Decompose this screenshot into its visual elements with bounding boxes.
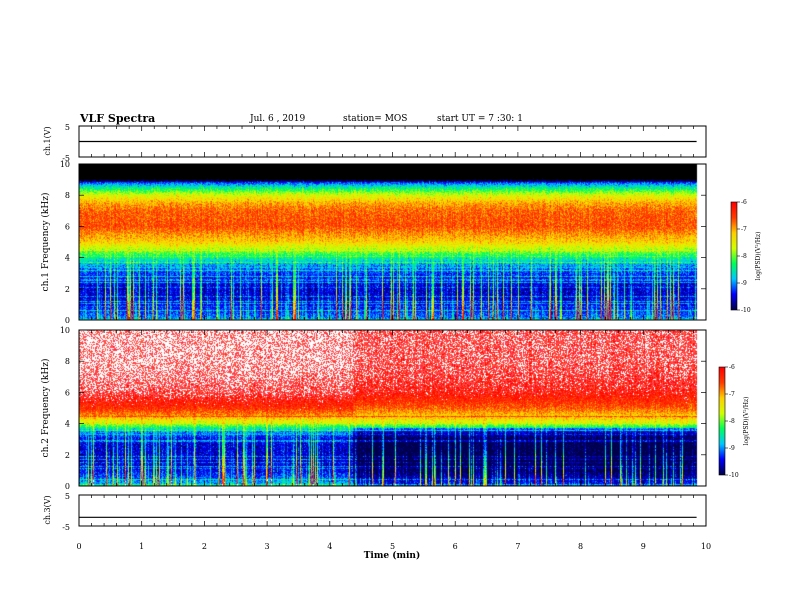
time-tick-label: 8 xyxy=(578,542,583,551)
time-axis-label: Time (min) xyxy=(364,550,421,561)
freq-tick-label: 8 xyxy=(65,357,70,366)
header-station: station= MOS xyxy=(343,114,408,124)
ch1-spectrogram-ylabel: ch.1 Frequency (kHz) xyxy=(40,193,51,292)
ch3-waveform-panel: 5 -5 ch.3(V) xyxy=(43,492,707,532)
freq-tick-label: 0 xyxy=(65,482,70,491)
freq-tick-label: 2 xyxy=(65,285,70,294)
time-tick-label: 0 xyxy=(76,542,81,551)
colorbar-tick-label: -10 xyxy=(741,307,751,314)
freq-tick-label: 0 xyxy=(65,316,70,325)
ch2-spectrogram-image xyxy=(79,330,701,486)
time-tick-label: 3 xyxy=(265,542,270,551)
freq-tick-label: 6 xyxy=(65,222,70,231)
colorbar-tick-label: -7 xyxy=(729,391,735,398)
colorbar-tick-label: -7 xyxy=(741,226,747,233)
ch1-spectrogram-image xyxy=(79,164,701,320)
colorbar-tick-label: -9 xyxy=(729,445,735,452)
freq-tick-label: 2 xyxy=(65,451,70,460)
header-start-time: start UT = 7 :30: 1 xyxy=(437,114,523,124)
time-tick-label: 6 xyxy=(453,542,458,551)
header-date: Jul. 6 , 2019 xyxy=(250,114,306,124)
colorbar-tick-label: -9 xyxy=(741,280,747,287)
ch1-colorbar-gradient xyxy=(731,202,737,310)
colorbar-tick-label: -8 xyxy=(741,253,747,260)
ch1-waveform-panel: 5 -5 ch.1(V) xyxy=(43,123,707,163)
time-tick-label: 4 xyxy=(327,542,332,551)
freq-tick-label: 4 xyxy=(65,254,70,263)
ch1-colorbar: -6 -7 -8 -9 -10 log(PSD)(V²/Hz) xyxy=(730,199,762,314)
ch3-ytick-top: 5 xyxy=(65,492,70,501)
colorbar-tick-label: -8 xyxy=(729,418,735,425)
freq-tick-label: 6 xyxy=(65,388,70,397)
ch1-spectrogram-panel: 0 2 4 6 8 10 ch.1 Frequency (kHz) xyxy=(40,160,707,325)
time-tick-label: 5 xyxy=(390,542,395,551)
colorbar-tick-label: -6 xyxy=(741,199,747,206)
ch1-ytick-bottom: -5 xyxy=(62,154,70,163)
ch2-colorbar: -6 -7 -8 -9 -10 log(PSD)(V²/Hz) xyxy=(718,364,750,479)
ch3-ytick-bottom: -5 xyxy=(62,523,70,532)
colorbar-tick-label: -6 xyxy=(729,364,735,371)
time-axis: 0 1 2 3 4 5 6 7 8 9 10 Time (min) xyxy=(76,542,711,561)
ch2-colorbar-label: log(PSD)(V²/Hz) xyxy=(743,397,750,446)
freq-tick-label: 4 xyxy=(65,420,70,429)
freq-tick-label: 8 xyxy=(65,191,70,200)
time-tick-label: 7 xyxy=(515,542,520,551)
freq-tick-label: 10 xyxy=(60,160,70,169)
time-tick-label: 2 xyxy=(202,542,207,551)
time-tick-label: 1 xyxy=(139,542,144,551)
colorbar-tick-label: -10 xyxy=(729,472,739,479)
ch2-colorbar-gradient xyxy=(719,367,725,475)
ch2-spectrogram-panel: 0 2 4 6 8 10 ch.2 Frequency (kHz) xyxy=(40,326,707,491)
time-tick-label: 10 xyxy=(701,542,711,551)
ch1-waveform-ylabel: ch.1(V) xyxy=(43,126,52,155)
ch1-colorbar-label: log(PSD)(V²/Hz) xyxy=(755,232,762,281)
figure-title: VLF Spectra xyxy=(80,112,156,125)
ch3-waveform-ylabel: ch.3(V) xyxy=(43,495,52,524)
time-tick-label: 9 xyxy=(641,542,646,551)
ch1-ytick-top: 5 xyxy=(65,123,70,132)
freq-tick-label: 10 xyxy=(60,326,70,335)
ch2-spectrogram-ylabel: ch.2 Frequency (kHz) xyxy=(40,359,51,458)
